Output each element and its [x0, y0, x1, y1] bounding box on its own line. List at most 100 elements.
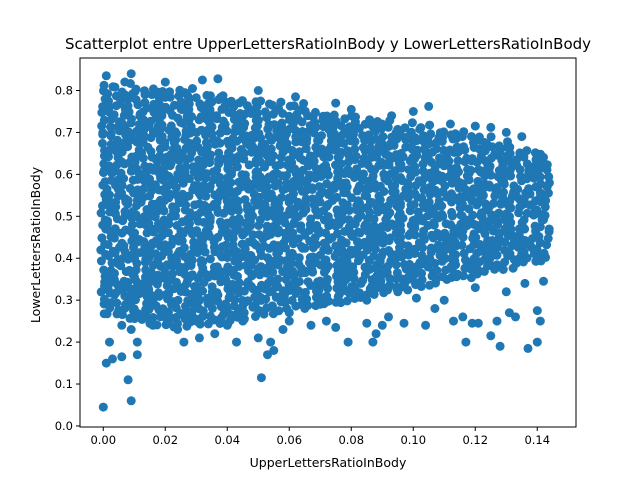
data-point: [253, 108, 262, 118]
data-point: [172, 256, 182, 266]
data-point: [396, 148, 406, 158]
data-point: [213, 74, 223, 84]
data-point: [144, 219, 154, 228]
data-point: [269, 346, 279, 355]
data-point: [321, 242, 331, 252]
y-tick-label: 0.4: [55, 251, 73, 265]
data-point: [116, 168, 126, 178]
data-point: [195, 295, 205, 305]
data-point: [117, 188, 127, 198]
data-point: [377, 138, 387, 148]
data-point: [104, 152, 113, 162]
x-tick-label: 0.00: [90, 433, 116, 447]
data-point: [240, 244, 250, 254]
data-point: [205, 150, 215, 160]
data-point: [266, 275, 276, 285]
data-point: [410, 189, 420, 199]
data-point: [123, 196, 133, 205]
data-point: [240, 119, 250, 129]
data-point: [486, 331, 496, 341]
data-point: [311, 240, 321, 249]
data-point: [294, 253, 304, 263]
data-point: [439, 127, 449, 137]
data-point: [233, 196, 243, 206]
data-point: [234, 177, 244, 187]
data-point: [233, 271, 243, 281]
data-point: [440, 228, 450, 238]
data-point: [117, 352, 127, 362]
data-point: [103, 89, 113, 99]
data-point: [123, 101, 133, 111]
y-tick-label: 0.3: [55, 293, 73, 307]
data-point: [247, 130, 257, 140]
data-point: [267, 301, 277, 311]
data-point: [277, 118, 287, 128]
data-point: [101, 71, 111, 81]
data-point: [539, 248, 549, 258]
data-point: [464, 175, 474, 185]
data-point: [467, 132, 476, 141]
data-point: [260, 200, 270, 210]
data-point: [385, 280, 395, 290]
data-point: [492, 260, 502, 270]
data-point: [308, 194, 318, 204]
data-point: [248, 230, 258, 240]
data-point: [266, 189, 276, 199]
data-point: [287, 296, 297, 305]
data-point: [486, 132, 496, 142]
data-point: [453, 156, 463, 166]
data-point: [289, 101, 299, 111]
data-point: [163, 316, 173, 326]
data-point: [286, 184, 296, 194]
data-point: [205, 231, 214, 241]
data-point: [301, 287, 310, 297]
x-tick-label: 0.06: [276, 433, 302, 447]
data-point: [293, 197, 303, 207]
data-point: [140, 86, 149, 96]
data-point: [341, 238, 351, 248]
data-point: [506, 224, 516, 234]
data-point: [142, 312, 152, 322]
data-point: [106, 129, 116, 139]
data-point: [117, 157, 127, 167]
data-point: [346, 104, 356, 114]
data-point: [365, 233, 375, 243]
data-point: [148, 320, 158, 330]
data-point: [384, 312, 393, 322]
data-point: [132, 350, 142, 360]
data-point: [355, 228, 365, 238]
data-point: [405, 259, 415, 269]
data-point: [324, 152, 334, 162]
data-point: [192, 136, 202, 146]
data-point: [336, 121, 346, 131]
data-point: [253, 115, 263, 125]
data-point: [244, 160, 254, 170]
data-point: [157, 131, 167, 141]
data-point: [158, 87, 168, 96]
data-point: [331, 322, 341, 332]
data-point: [410, 133, 420, 143]
data-point: [120, 207, 130, 216]
data-point: [523, 343, 533, 353]
data-point: [375, 181, 385, 191]
data-point: [205, 311, 215, 321]
data-point: [281, 243, 290, 253]
data-point: [105, 337, 114, 347]
data-point: [284, 316, 294, 326]
data-point: [125, 79, 135, 88]
data-point: [540, 210, 550, 220]
data-point: [261, 294, 271, 304]
data-point: [363, 160, 373, 170]
data-point: [169, 100, 179, 110]
data-point: [225, 185, 235, 195]
data-point: [125, 183, 135, 193]
data-point: [96, 256, 106, 266]
data-point: [535, 172, 545, 182]
data-point: [519, 223, 529, 233]
data-point: [321, 160, 331, 170]
data-point: [492, 316, 502, 326]
data-point: [309, 156, 319, 166]
data-point: [287, 158, 297, 167]
data-point: [197, 75, 207, 85]
data-point: [418, 243, 428, 253]
